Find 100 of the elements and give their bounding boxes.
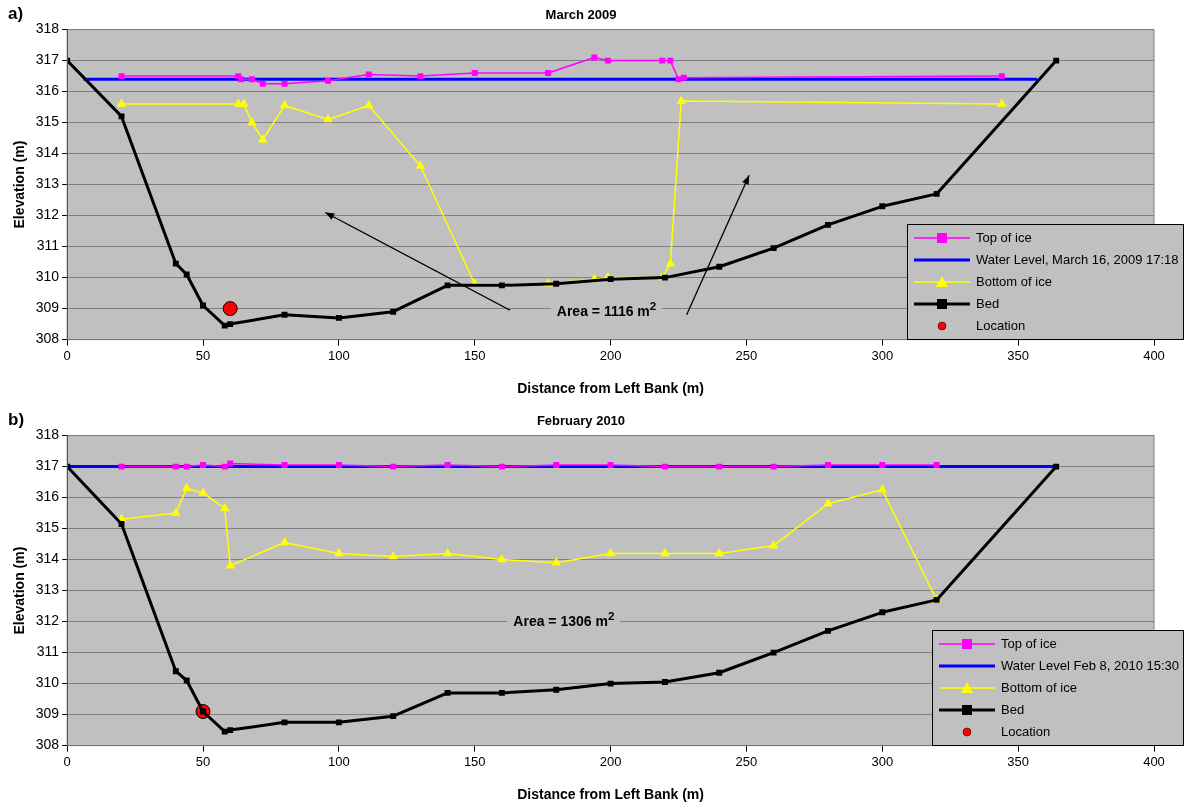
- point: [323, 114, 333, 123]
- point: [259, 80, 266, 87]
- point: [997, 98, 1007, 107]
- point: [498, 282, 505, 289]
- legend-label: Top of ice: [1001, 636, 1057, 652]
- legend-label: Water Level Feb 8, 2010 15:30: [1001, 658, 1180, 674]
- point: [444, 689, 451, 696]
- x-tick-label: 100: [328, 347, 350, 363]
- point: [824, 221, 831, 228]
- point: [604, 57, 611, 64]
- y-tick-label: 311: [36, 237, 60, 254]
- point: [172, 463, 179, 470]
- x-tick-label: 0: [63, 347, 71, 363]
- point: [545, 70, 552, 76]
- point: [680, 74, 687, 81]
- legend-label: Location: [1001, 724, 1051, 740]
- y-tick-label: 309: [35, 299, 60, 316]
- point: [553, 686, 560, 693]
- point: [824, 462, 831, 469]
- legend-label: Bottom of ice: [1001, 680, 1077, 696]
- x-axis-title: Distance from Left Bank (m): [517, 786, 704, 803]
- chart-title: February 2010: [536, 413, 626, 429]
- point: [716, 263, 723, 270]
- x-tick-label: 50: [195, 347, 211, 363]
- point: [198, 487, 208, 496]
- point: [879, 462, 886, 469]
- point: [363, 100, 374, 109]
- y-tick-label: 312: [35, 206, 60, 223]
- y-tick-label: 316: [35, 82, 60, 99]
- point: [879, 203, 886, 210]
- point: [200, 462, 206, 469]
- y-tick-label: 318: [35, 426, 60, 443]
- point: [335, 462, 342, 469]
- point: [1053, 57, 1060, 64]
- x-tick-label: 300: [871, 753, 894, 769]
- x-tick-label: 150: [463, 753, 486, 769]
- point: [325, 77, 331, 84]
- point: [607, 276, 614, 283]
- point: [770, 463, 777, 470]
- y-tick-label: 313: [35, 175, 60, 192]
- x-tick-label: 200: [599, 347, 622, 363]
- point: [222, 301, 238, 317]
- point: [335, 719, 342, 726]
- x-tick-label: 250: [735, 753, 758, 769]
- point: [933, 190, 940, 197]
- y-tick-label: 310: [35, 674, 60, 691]
- point: [183, 463, 190, 470]
- point: [877, 484, 888, 493]
- y-tick-label: 313: [35, 581, 60, 598]
- x-tick-label: 350: [1007, 753, 1029, 769]
- point: [221, 728, 228, 735]
- point: [879, 609, 886, 616]
- point: [172, 260, 179, 267]
- point: [471, 70, 478, 76]
- point: [770, 245, 777, 252]
- x-tick-label: 400: [1143, 347, 1165, 363]
- legend-label: Bed: [1001, 702, 1025, 718]
- legend-label: Water Level, March 16, 2009 17:18: [976, 252, 1179, 268]
- point: [661, 679, 668, 686]
- point: [768, 540, 779, 549]
- x-tick-label: 400: [1143, 753, 1165, 769]
- point: [553, 462, 560, 469]
- point: [665, 258, 676, 267]
- y-axis-title: Elevation (m): [11, 140, 28, 229]
- point: [551, 557, 561, 566]
- point: [227, 727, 234, 734]
- point: [553, 280, 560, 287]
- point: [444, 462, 451, 469]
- point: [659, 57, 666, 64]
- point: [444, 282, 451, 289]
- point: [676, 95, 686, 104]
- legend-label: Bottom of ice: [976, 274, 1052, 290]
- text: a): [8, 4, 24, 24]
- y-tick-label: 314: [35, 144, 60, 161]
- legend-label: Bed: [976, 296, 1000, 312]
- point: [442, 547, 453, 557]
- x-tick-label: 200: [599, 753, 622, 769]
- point: [334, 547, 344, 557]
- point: [219, 502, 230, 512]
- point: [770, 649, 777, 656]
- point: [171, 507, 181, 516]
- point: [998, 73, 1005, 80]
- point: [415, 160, 426, 169]
- point: [661, 274, 668, 281]
- point: [248, 76, 255, 83]
- y-tick-label: 317: [35, 51, 60, 68]
- y-tick-label: 308: [35, 330, 60, 347]
- x-tick-label: 50: [195, 753, 211, 769]
- point: [116, 98, 127, 107]
- annotation: Area = 1306 m$^{2}$: [507, 608, 621, 629]
- legend-label: Location: [976, 318, 1026, 334]
- y-tick-label: 316: [35, 488, 60, 505]
- point: [716, 669, 723, 676]
- annotation: Area = 1116 m$^{2}$: [550, 298, 663, 319]
- point: [172, 668, 179, 675]
- point: [417, 73, 424, 80]
- point: [390, 713, 397, 720]
- x-tick-label: 0: [63, 753, 71, 769]
- point: [714, 547, 725, 557]
- point: [660, 547, 670, 557]
